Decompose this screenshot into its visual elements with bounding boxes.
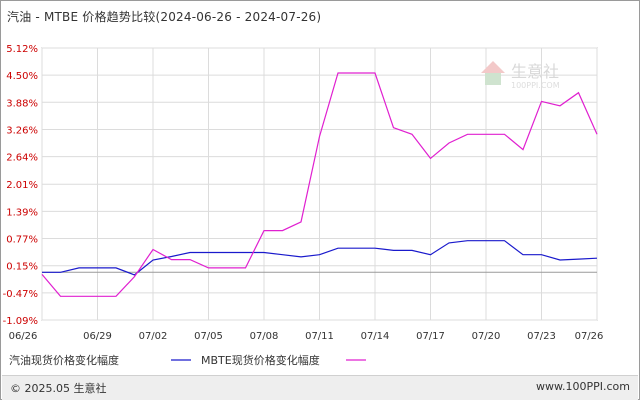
y-tick-label: 1.39% — [6, 207, 38, 218]
y-tick-label: 3.88% — [6, 98, 38, 109]
y-tick-label: 5.12% — [6, 44, 38, 55]
y-tick-label: 3.26% — [6, 125, 38, 136]
watermark-logo-icon — [481, 61, 505, 73]
y-tick-label: 4.50% — [6, 71, 38, 82]
legend-label-2: MBTE现货价格变化幅度 — [201, 353, 320, 367]
x-tick-label: 06/29 — [83, 331, 112, 342]
y-tick-label: 2.64% — [6, 153, 38, 164]
y-tick-label: 0.15% — [6, 262, 38, 273]
footer: © 2025.05 生意社 www.100PPI.com — [2, 375, 638, 400]
y-tick-label: -1.09% — [3, 316, 38, 327]
y-tick-label: 0.77% — [6, 235, 38, 246]
series-line-2 — [41, 72, 598, 297]
copyright-text: © 2025.05 生意社 — [10, 382, 107, 395]
legend-label-1: 汽油现货价格变化幅度 — [9, 353, 119, 367]
x-tick-label: 07/14 — [361, 331, 390, 342]
y-axis: 5.12% 4.50% 3.88% 3.26% 2.64% 2.01% 1.39% 0.77%… — [3, 44, 38, 327]
x-tick-label: 07/05 — [194, 331, 223, 342]
series-line-1 — [42, 240, 598, 276]
site-link[interactable]: www.100PPI.com — [536, 380, 630, 393]
chart-title: 汽油 - MTBE 价格趋势比较(2024-06-26 - 2024-07-26… — [7, 10, 322, 24]
x-tick-label: 07/08 — [250, 331, 279, 342]
watermark-logo-base — [485, 73, 501, 85]
watermark-text: 生意社 — [511, 62, 559, 81]
series-lines — [41, 72, 598, 297]
x-tick-label: 07/26 — [575, 331, 604, 342]
y-tick-label: -0.47% — [3, 289, 38, 300]
x-tick-label: 07/17 — [416, 331, 445, 342]
grid — [41, 47, 598, 321]
x-tick-label: 07/02 — [139, 331, 168, 342]
x-tick-label: 07/11 — [305, 331, 334, 342]
watermark-subtext: 100PPI.COM — [511, 81, 560, 90]
y-tick-label: 2.01% — [6, 180, 38, 191]
x-tick-label: 06/26 — [9, 331, 38, 342]
legend: 汽油现货价格变化幅度 MBTE现货价格变化幅度 — [9, 353, 366, 367]
x-tick-label: 07/23 — [527, 331, 556, 342]
x-tick-label: 07/20 — [472, 331, 501, 342]
x-axis: 06/26 06/29 07/02 07/05 07/08 07/11 07/14 07/17… — [9, 331, 604, 342]
